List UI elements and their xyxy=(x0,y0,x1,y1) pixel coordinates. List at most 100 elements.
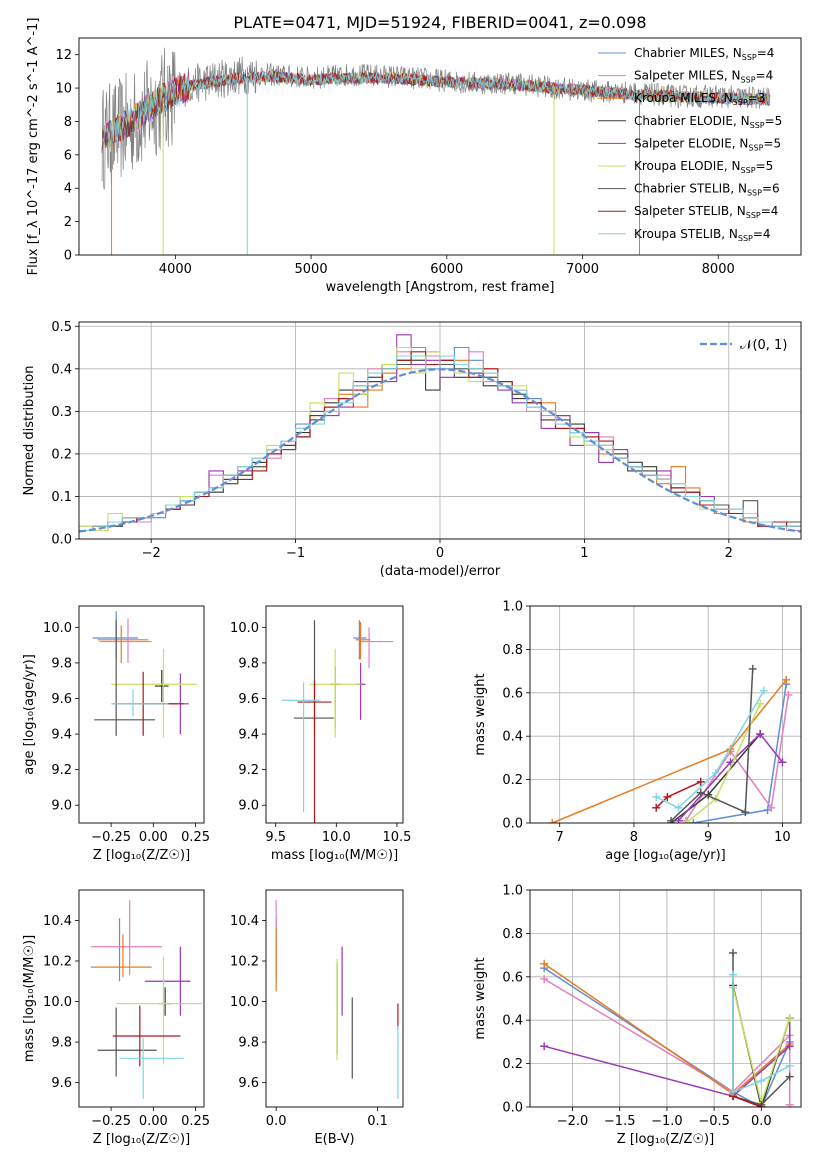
y-tick-label: 9.4 xyxy=(51,728,72,743)
x-tick-label: 0.00 xyxy=(139,1114,168,1129)
plot-area xyxy=(79,322,801,539)
y-tick-label: 0.4 xyxy=(502,730,523,745)
y-tick-label: 9.6 xyxy=(51,692,72,707)
weight-point-marker xyxy=(652,792,661,801)
weight-point-marker xyxy=(540,1042,549,1051)
y-tick-label: 0 xyxy=(64,249,72,264)
legend-entry: Kroupa ELODIE, NSSP=5 xyxy=(634,159,773,175)
plot-area xyxy=(530,606,801,823)
weight-point-marker xyxy=(696,777,705,786)
axes-frame xyxy=(78,605,205,824)
y-axis-label: age [log₁₀(age/yr)] xyxy=(22,654,37,775)
y-tick-label: 9.8 xyxy=(51,1036,72,1051)
x-axis-label: (data-model)/error xyxy=(380,564,501,579)
weight-point-marker xyxy=(784,690,793,699)
x-tick-label: 9.5 xyxy=(265,830,286,845)
weight-point-marker xyxy=(757,1103,766,1107)
y-tick-label: 0.4 xyxy=(51,362,72,377)
x-tick-label: 0.0 xyxy=(751,1114,772,1129)
axes-frame xyxy=(529,889,802,1108)
x-axis-label: wavelength [Angstrom, rest frame] xyxy=(326,280,555,295)
x-tick-label: 0.0 xyxy=(266,1114,287,1129)
weight-series-line xyxy=(544,1018,791,1098)
y-tick-label: 0.0 xyxy=(502,817,523,832)
weight-point-marker xyxy=(729,1087,738,1096)
weight-point-marker xyxy=(729,948,738,957)
y-tick-label: 9.0 xyxy=(238,799,259,814)
weight-series-line xyxy=(677,732,783,822)
y-tick-label: 10 xyxy=(55,82,72,97)
x-tick-label: −2 xyxy=(142,546,161,561)
weight-point-marker xyxy=(785,1100,794,1107)
x-tick-label: 7 xyxy=(556,830,564,845)
weight-series-line xyxy=(543,967,791,1107)
axes-frame xyxy=(529,605,802,824)
x-tick-label: 5000 xyxy=(295,262,328,277)
y-tick-label: 10.0 xyxy=(43,621,72,636)
panel-weight_vs_Z: −2.0 −1.5 −1.0 −0.5 0.0 0.0 0.2 0.4 0.6 0.8 1.0 Z [… xyxy=(473,884,802,1147)
weight-series-line xyxy=(685,694,790,822)
weight-point-marker xyxy=(696,788,705,797)
y-tick-label: 9.2 xyxy=(51,763,72,778)
weight-point-marker xyxy=(674,816,683,823)
weight-series-line xyxy=(543,978,791,1105)
plot-area xyxy=(275,900,399,1099)
y-tick-label: 9.8 xyxy=(51,656,72,671)
y-tick-label: 9.0 xyxy=(51,799,72,814)
plot-area xyxy=(90,900,203,1099)
axes-frame xyxy=(265,889,404,1108)
weight-point-marker xyxy=(778,758,787,767)
y-tick-label: 0.0 xyxy=(51,533,72,548)
y-tick-label: 10.0 xyxy=(43,995,72,1010)
x-tick-label: −0.5 xyxy=(698,1114,730,1129)
weight-point-marker xyxy=(757,1076,766,1085)
x-axis-label: E(B-V) xyxy=(314,1132,354,1147)
y-tick-label: 10.2 xyxy=(230,954,259,969)
panel-residuals: −2 −1 0 1 2 0.0 0.1 0.2 0.3 0.4 0.5 (data-model)/er… xyxy=(22,320,802,579)
x-tick-label: 10.0 xyxy=(322,830,351,845)
y-tick-label: 2 xyxy=(64,215,72,230)
legend-entry: Salpeter STELIB, NSSP=4 xyxy=(634,204,778,220)
x-tick-label: 8000 xyxy=(702,262,735,277)
x-tick-label: −1.0 xyxy=(651,1114,683,1129)
y-tick-label: 9.4 xyxy=(238,728,259,743)
y-tick-label: 0.2 xyxy=(502,1057,523,1072)
y-tick-label: 0.2 xyxy=(502,773,523,788)
x-axis-label: Z [log₁₀(Z/Z☉)] xyxy=(93,848,190,863)
y-tick-label: 0.3 xyxy=(51,405,72,420)
legend-entry: Chabrier STELIB, NSSP=6 xyxy=(634,182,780,198)
weight-point-marker xyxy=(767,803,776,812)
weight-point-marker xyxy=(652,803,661,812)
x-tick-label: −2.0 xyxy=(557,1114,589,1129)
x-tick-label: 0.00 xyxy=(139,830,168,845)
y-axis-label: mass weight xyxy=(473,957,488,1039)
weight-point-marker xyxy=(540,959,549,968)
x-tick-label: −1.5 xyxy=(604,1114,636,1129)
weight-series-line xyxy=(732,1095,762,1107)
y-tick-label: 9.8 xyxy=(238,1036,259,1051)
y-tick-label: 0.8 xyxy=(502,927,523,942)
y-tick-label: 4 xyxy=(64,182,72,197)
y-tick-label: 8 xyxy=(64,115,72,130)
y-tick-label: 1.0 xyxy=(502,884,523,899)
x-tick-label: 7000 xyxy=(566,262,599,277)
x-axis-label: Z [log₁₀(Z/Z☉)] xyxy=(93,1132,190,1147)
y-tick-label: 10.0 xyxy=(230,995,259,1010)
weight-point-marker xyxy=(785,1072,794,1081)
legend-entry: 𝒩(0, 1) xyxy=(740,338,787,353)
plot-area xyxy=(101,47,771,255)
weight-point-marker xyxy=(729,970,738,979)
y-tick-label: 0.6 xyxy=(502,970,523,985)
plot-area xyxy=(281,620,394,823)
y-tick-label: 0.0 xyxy=(502,1101,523,1116)
axes-frame xyxy=(78,37,802,256)
y-axis-label: mass [log₁₀(M/M☉)] xyxy=(22,935,37,1062)
x-tick-label: 0.25 xyxy=(181,830,210,845)
weight-point-marker xyxy=(674,803,683,812)
weight-series-line xyxy=(732,974,791,1093)
x-tick-label: −1 xyxy=(286,546,305,561)
weight-point-marker xyxy=(785,1014,794,1023)
y-tick-label: 1.0 xyxy=(502,600,523,615)
panel-mass_vs_ebv: 0.0 0.1 9.6 9.8 10.0 10.2 10.4 E(B-V) xyxy=(230,889,404,1147)
